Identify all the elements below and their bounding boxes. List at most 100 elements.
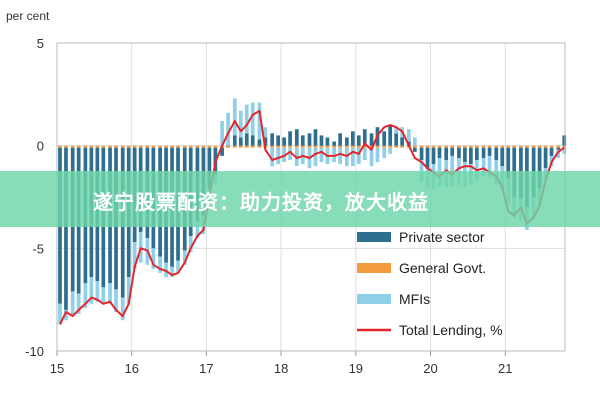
bar-general-govt xyxy=(245,146,249,148)
bar-private-sector xyxy=(332,142,336,146)
bar-private-sector xyxy=(432,148,436,164)
bar-general-govt xyxy=(463,146,467,148)
y-tick-label: -10 xyxy=(25,344,44,359)
legend-swatch xyxy=(357,232,391,242)
bar-general-govt xyxy=(176,146,180,148)
bar-general-govt xyxy=(345,146,349,148)
bar-private-sector xyxy=(556,148,560,150)
bar-mfis xyxy=(345,148,349,166)
bar-general-govt xyxy=(146,146,150,148)
bar-general-govt xyxy=(95,146,99,148)
bar-general-govt xyxy=(270,146,274,148)
overlay-banner: 遂宁股票配资：助力投资，放大收益 xyxy=(0,171,600,227)
bar-private-sector xyxy=(413,148,417,152)
bar-general-govt xyxy=(202,146,206,148)
x-tick-label: 17 xyxy=(199,361,213,376)
bar-general-govt xyxy=(196,146,200,148)
bar-general-govt xyxy=(108,146,112,148)
bar-general-govt xyxy=(420,146,424,148)
bar-private-sector xyxy=(438,148,442,158)
bar-general-govt xyxy=(351,146,355,148)
bar-private-sector xyxy=(308,133,312,145)
bar-mfis xyxy=(276,148,280,164)
bar-private-sector xyxy=(550,148,554,156)
x-tick-label: 15 xyxy=(50,361,64,376)
bar-general-govt xyxy=(512,146,516,148)
bar-general-govt xyxy=(550,146,554,148)
bar-private-sector xyxy=(233,135,237,145)
legend-label: General Govt. xyxy=(399,260,486,276)
bar-general-govt xyxy=(133,146,137,148)
bar-general-govt xyxy=(164,146,168,148)
bar-general-govt xyxy=(400,146,404,148)
bar-private-sector xyxy=(457,148,461,158)
bar-private-sector xyxy=(482,148,486,158)
bar-mfis xyxy=(376,148,380,162)
bar-private-sector xyxy=(251,135,255,145)
bar-general-govt xyxy=(233,146,237,148)
bar-general-govt xyxy=(494,146,498,148)
bar-mfis xyxy=(407,129,411,141)
bar-private-sector xyxy=(562,135,566,145)
bar-general-govt xyxy=(308,146,312,148)
bar-private-sector xyxy=(469,148,473,164)
bar-private-sector xyxy=(444,148,448,160)
bar-general-govt xyxy=(426,146,430,148)
bar-mfis xyxy=(388,148,392,154)
bar-general-govt xyxy=(276,146,280,148)
bar-general-govt xyxy=(394,146,398,148)
legend-swatch xyxy=(357,294,391,304)
bar-private-sector xyxy=(245,133,249,145)
bar-general-govt xyxy=(208,146,212,148)
bar-general-govt xyxy=(314,146,318,148)
bar-private-sector xyxy=(326,137,330,145)
bar-private-sector xyxy=(226,146,230,147)
bar-private-sector xyxy=(400,137,404,145)
bar-general-govt xyxy=(332,146,336,148)
x-tick-label: 16 xyxy=(124,361,138,376)
legend-swatch xyxy=(357,263,391,273)
bar-private-sector xyxy=(314,129,318,145)
bar-general-govt xyxy=(438,146,442,148)
bar-private-sector xyxy=(239,137,243,145)
bar-general-govt xyxy=(158,146,162,148)
y-axis-unit-label: per cent xyxy=(6,9,50,23)
bar-general-govt xyxy=(388,146,392,148)
bar-general-govt xyxy=(189,146,193,148)
bar-general-govt xyxy=(239,146,243,148)
bar-private-sector xyxy=(488,148,492,156)
bar-private-sector xyxy=(388,125,392,146)
bar-general-govt xyxy=(544,146,548,148)
bar-general-govt xyxy=(301,146,305,148)
bar-general-govt xyxy=(90,146,94,148)
bar-private-sector xyxy=(295,129,299,145)
bar-general-govt xyxy=(413,146,417,148)
bar-private-sector xyxy=(475,148,479,160)
bar-general-govt xyxy=(382,146,386,148)
bar-mfis xyxy=(314,148,318,166)
bar-general-govt xyxy=(71,146,75,148)
bar-general-govt xyxy=(183,146,187,148)
bar-mfis xyxy=(338,148,342,164)
bar-private-sector xyxy=(301,135,305,145)
bar-general-govt xyxy=(152,146,156,148)
bar-general-govt xyxy=(338,146,342,148)
bar-private-sector xyxy=(258,140,262,146)
bar-private-sector xyxy=(394,133,398,145)
banner-text: 遂宁股票配资：助力投资，放大收益 xyxy=(93,186,429,215)
bar-general-govt xyxy=(538,146,542,148)
bar-general-govt xyxy=(251,146,255,148)
bar-general-govt xyxy=(64,146,68,148)
bar-general-govt xyxy=(376,146,380,148)
bar-general-govt xyxy=(214,146,218,148)
bar-general-govt xyxy=(482,146,486,148)
bar-private-sector xyxy=(544,148,548,169)
bar-private-sector xyxy=(370,133,374,145)
bar-private-sector xyxy=(420,148,424,160)
bar-mfis xyxy=(233,98,237,135)
bar-general-govt xyxy=(519,146,523,148)
bar-general-govt xyxy=(432,146,436,148)
bar-general-govt xyxy=(326,146,330,148)
bar-private-sector xyxy=(288,131,292,145)
bar-mfis xyxy=(158,257,162,273)
